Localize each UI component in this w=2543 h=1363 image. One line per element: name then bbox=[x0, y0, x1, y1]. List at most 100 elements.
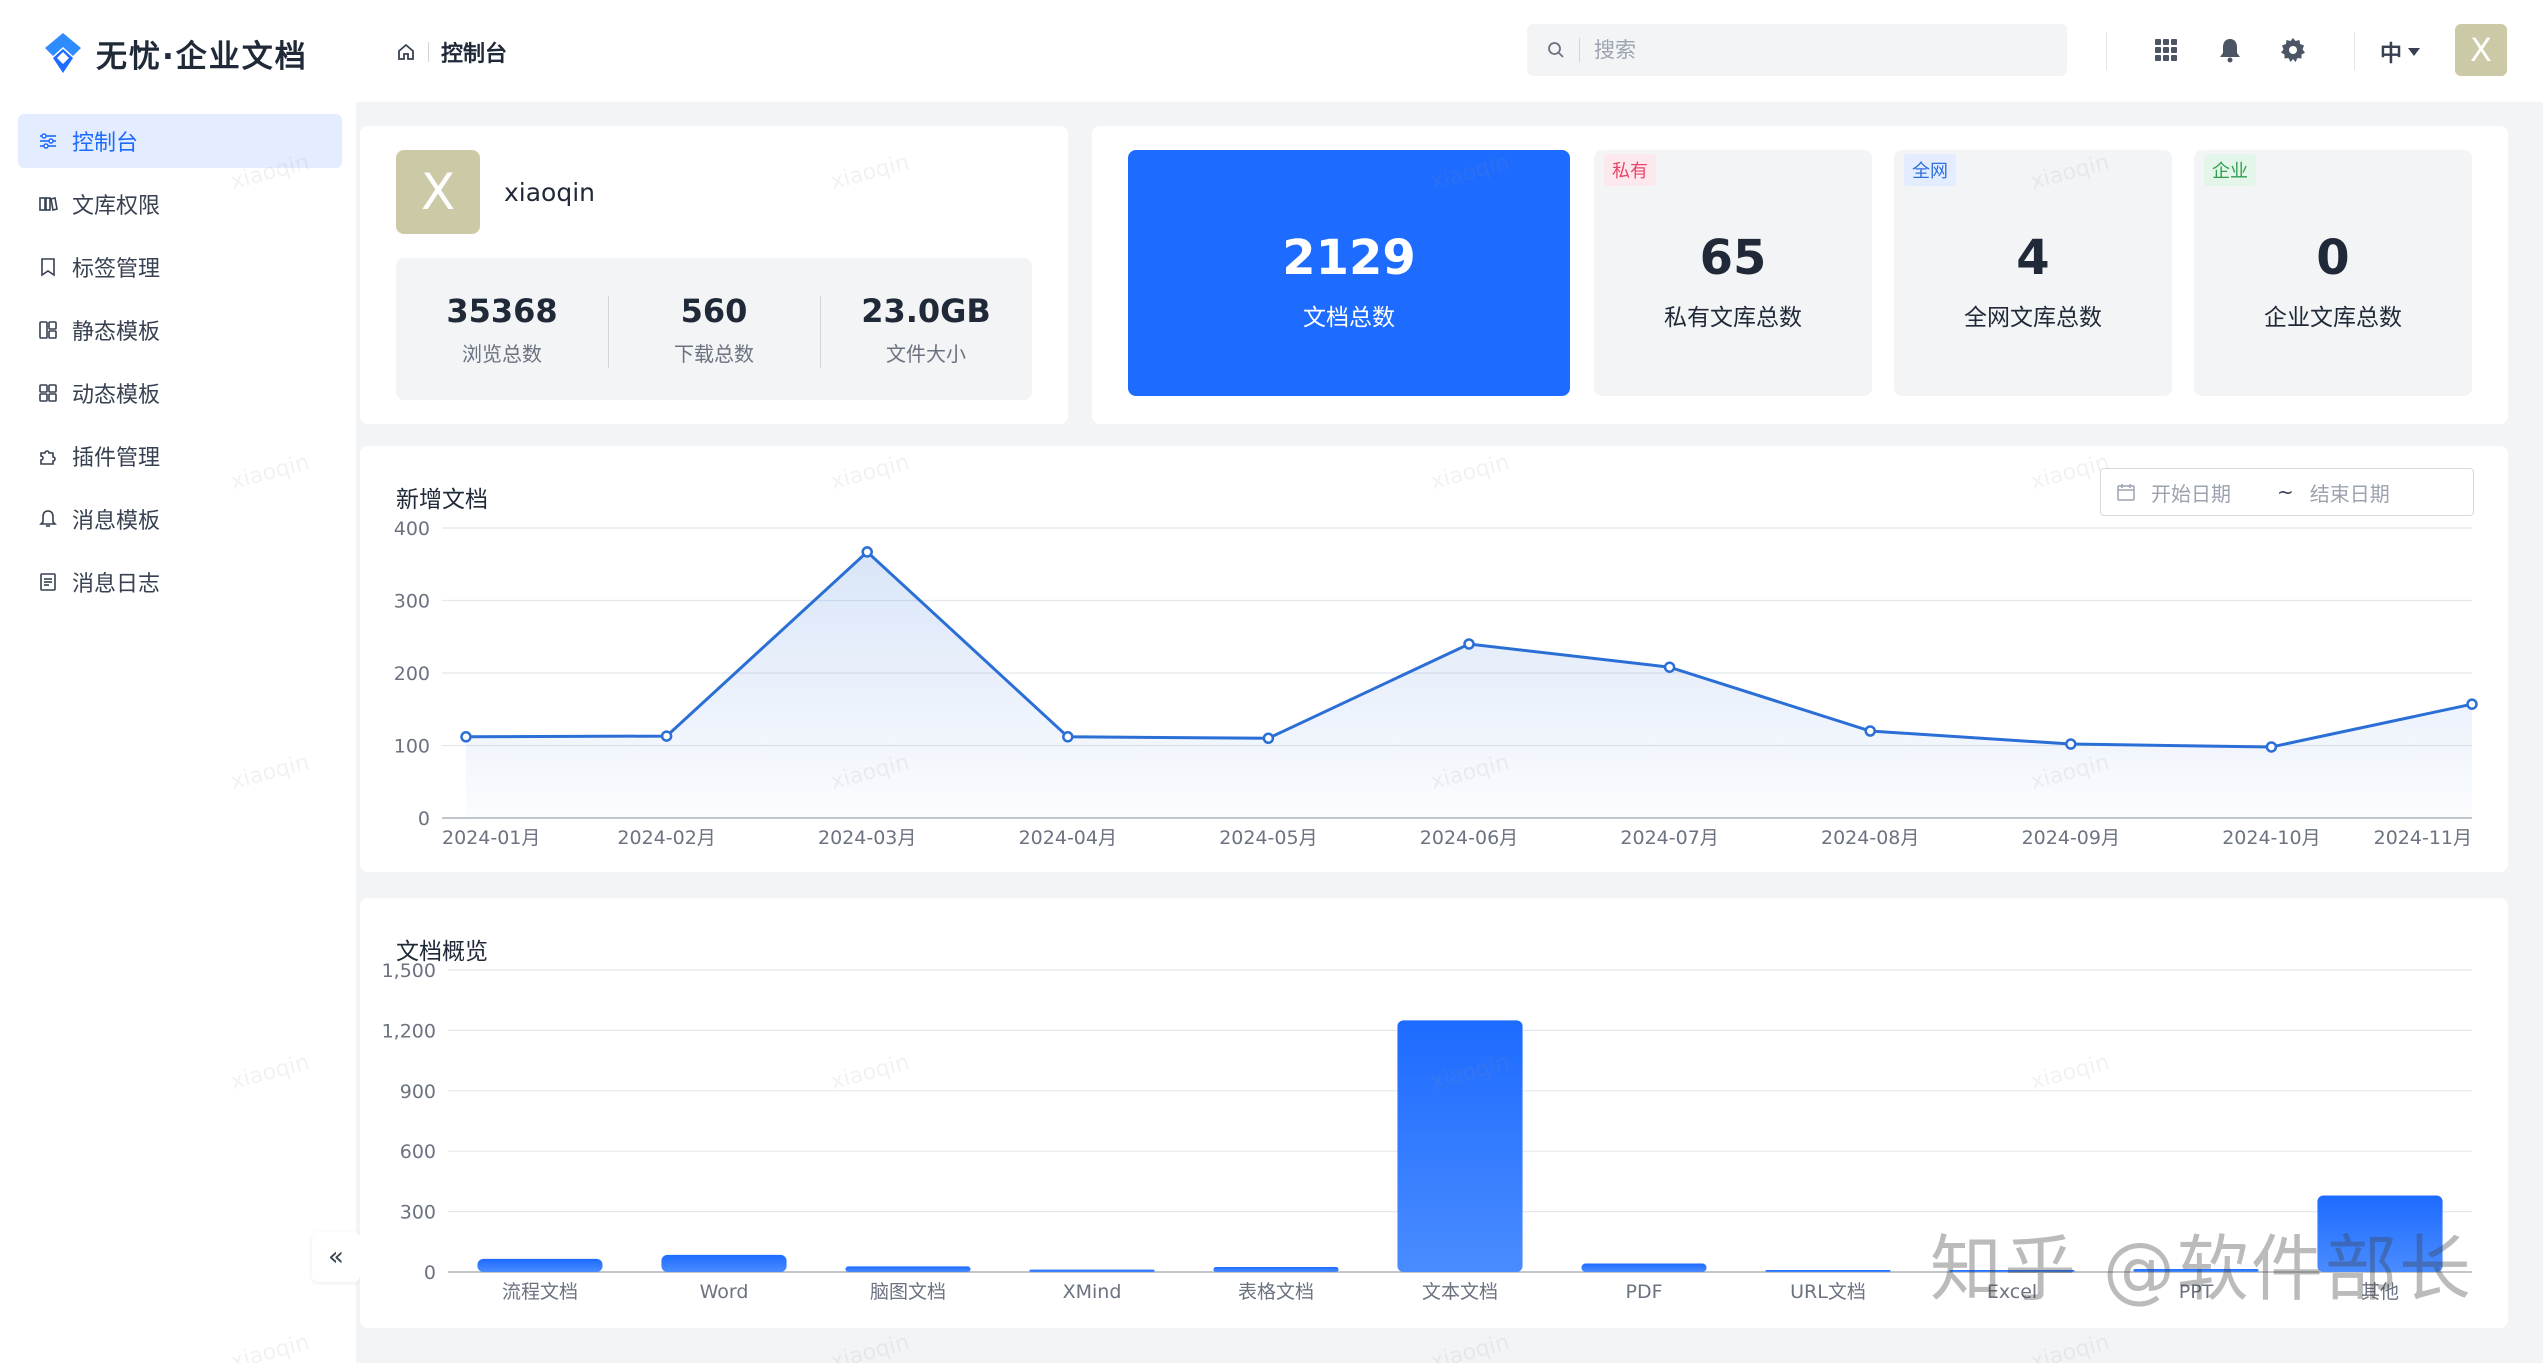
x-tick-label: 2024-03月 bbox=[818, 827, 916, 849]
library-icon bbox=[38, 194, 58, 214]
calendar-icon bbox=[2117, 484, 2135, 501]
notification-bell-icon[interactable] bbox=[2216, 36, 2244, 64]
y-tick-label: 300 bbox=[394, 591, 430, 613]
log-icon bbox=[38, 572, 58, 592]
x-tick-label: Excel bbox=[1987, 1281, 2037, 1303]
sidebar-item-5[interactable]: 插件管理 bbox=[18, 429, 342, 483]
end-date-input[interactable]: 结束日期 bbox=[2309, 481, 2390, 506]
bar[interactable] bbox=[1765, 1270, 1891, 1272]
sidebar-item-3[interactable]: 静态模板 bbox=[18, 303, 342, 357]
bar[interactable] bbox=[477, 1258, 603, 1272]
y-tick-label: 900 bbox=[400, 1081, 436, 1103]
x-tick-label: 2024-07月 bbox=[1620, 827, 1718, 849]
apps-grid-icon[interactable] bbox=[2152, 36, 2180, 64]
y-tick-label: 200 bbox=[394, 663, 430, 685]
tile-label: 全网文库总数 bbox=[1964, 305, 2102, 331]
user-avatar-letter: X bbox=[2470, 31, 2492, 69]
tile-value: 0 bbox=[2316, 230, 2350, 286]
line-area bbox=[466, 551, 2472, 818]
settings-gear-icon[interactable] bbox=[2279, 36, 2307, 64]
profile-username: xiaoqin bbox=[504, 178, 596, 207]
sidebar-item-1[interactable]: 文库权限 bbox=[18, 177, 342, 231]
sidebar-item-0[interactable]: 控制台 bbox=[18, 114, 342, 168]
user-avatar[interactable]: X bbox=[2455, 24, 2507, 76]
data-point[interactable] bbox=[660, 730, 673, 742]
chart-title: 新增文档 bbox=[396, 487, 488, 513]
bar[interactable] bbox=[661, 1254, 787, 1272]
collapse-sidebar-button[interactable]: « bbox=[312, 1232, 360, 1282]
logo[interactable]: 无忧·企业文档 bbox=[40, 28, 308, 78]
logo-text: 无忧·企业文档 bbox=[96, 38, 308, 75]
search-input[interactable] bbox=[1594, 38, 2014, 62]
zhihu-watermark: 知乎 @软件部长 bbox=[1930, 1227, 2473, 1311]
sidebar-item-label: 消息模板 bbox=[72, 509, 161, 534]
top-header: 控制台 中 X bbox=[356, 0, 2543, 102]
language-switcher[interactable]: 中 bbox=[2380, 36, 2421, 68]
watermark-text: xiaoqin bbox=[1428, 1330, 1512, 1363]
y-tick-label: 1,200 bbox=[382, 1020, 436, 1042]
breadcrumb-separator bbox=[428, 42, 429, 62]
x-tick-label: 2024-05月 bbox=[1219, 827, 1317, 849]
bar[interactable] bbox=[1213, 1266, 1339, 1272]
bar[interactable] bbox=[1581, 1263, 1707, 1272]
data-point[interactable] bbox=[1864, 725, 1876, 737]
bar[interactable] bbox=[2133, 1268, 2259, 1272]
language-label: 中 bbox=[2380, 42, 2403, 67]
sidebar-item-label: 标签管理 bbox=[72, 257, 161, 282]
date-range-picker[interactable]: 开始日期 ~ 结束日期 bbox=[2100, 468, 2474, 516]
x-tick-label: 2024-09月 bbox=[2022, 827, 2120, 849]
data-point[interactable] bbox=[1262, 732, 1275, 744]
x-tick-label: XMind bbox=[1063, 1281, 1122, 1303]
x-tick-label: 2024-08月 bbox=[1821, 827, 1919, 849]
profile-avatar-letter: X bbox=[420, 163, 456, 221]
sidebar-item-label: 静态模板 bbox=[72, 320, 161, 345]
search-box bbox=[1527, 24, 2067, 76]
stat-label: 浏览总数 bbox=[462, 341, 542, 366]
sidebar-item-label: 插件管理 bbox=[72, 446, 161, 471]
data-point[interactable] bbox=[1062, 731, 1074, 743]
bar[interactable] bbox=[2317, 1195, 2443, 1272]
tile-public-libraries[interactable]: 全网 4 全网文库总数 bbox=[1894, 150, 2172, 396]
tile-private-libraries[interactable]: 私有 65 私有文库总数 bbox=[1594, 150, 1872, 396]
sidebar-item-2[interactable]: 标签管理 bbox=[18, 240, 342, 294]
start-date-input[interactable]: 开始日期 bbox=[2151, 481, 2231, 506]
x-tick-label: 流程文档 bbox=[502, 1281, 578, 1303]
tile-total-documents[interactable]: 2129 文档总数 bbox=[1128, 150, 1570, 396]
tile-label: 私有文库总数 bbox=[1664, 305, 1802, 331]
data-point[interactable] bbox=[2466, 698, 2478, 710]
data-point[interactable] bbox=[2265, 741, 2278, 753]
tile-enterprise-libraries[interactable]: 企业 0 企业文库总数 bbox=[2194, 150, 2472, 396]
library-stats-card: 2129 文档总数 私有 65 私有文库总数 全网 4 全网文库总数 企业 0 … bbox=[1092, 126, 2508, 424]
data-point[interactable] bbox=[2065, 738, 2077, 750]
stat-label: 文件大小 bbox=[886, 341, 966, 366]
bar-chart: 0 300 600 900 1,200 1,500 流程文档 Word 脑图文档 XMind 表格文… bbox=[382, 960, 2472, 1303]
data-point[interactable] bbox=[460, 731, 472, 743]
bar[interactable] bbox=[845, 1266, 971, 1272]
header-divider bbox=[2106, 32, 2107, 70]
home-icon[interactable] bbox=[396, 42, 416, 62]
grid-icon bbox=[38, 383, 58, 403]
double-chevron-left-icon: « bbox=[328, 1242, 344, 1272]
search-icon bbox=[1548, 42, 1564, 58]
caret-down-icon bbox=[2408, 48, 2421, 56]
tag-enterprise: 企业 bbox=[2204, 154, 2256, 186]
watermark-text: xiaoqin bbox=[2028, 1330, 2112, 1363]
y-tick-label: 0 bbox=[418, 808, 430, 830]
date-range-separator: ~ bbox=[2277, 480, 2294, 504]
search-separator bbox=[1579, 38, 1580, 62]
tile-value: 65 bbox=[1699, 230, 1767, 286]
sidebar-item-4[interactable]: 动态模板 bbox=[18, 366, 342, 420]
bar[interactable] bbox=[1949, 1270, 2075, 1272]
data-point[interactable] bbox=[1463, 638, 1475, 650]
tile-value: 4 bbox=[2016, 230, 2050, 286]
y-tick-label: 600 bbox=[400, 1141, 436, 1163]
sidebar-item-7[interactable]: 消息日志 bbox=[18, 555, 342, 609]
logo-icon bbox=[45, 33, 81, 73]
data-point[interactable] bbox=[861, 546, 873, 558]
y-tick-label: 300 bbox=[400, 1202, 436, 1224]
bar[interactable] bbox=[1397, 1020, 1523, 1272]
bar[interactable] bbox=[1029, 1269, 1155, 1272]
breadcrumb: 控制台 bbox=[396, 36, 507, 68]
sidebar-item-6[interactable]: 消息模板 bbox=[18, 492, 342, 546]
data-point[interactable] bbox=[1663, 661, 1676, 673]
